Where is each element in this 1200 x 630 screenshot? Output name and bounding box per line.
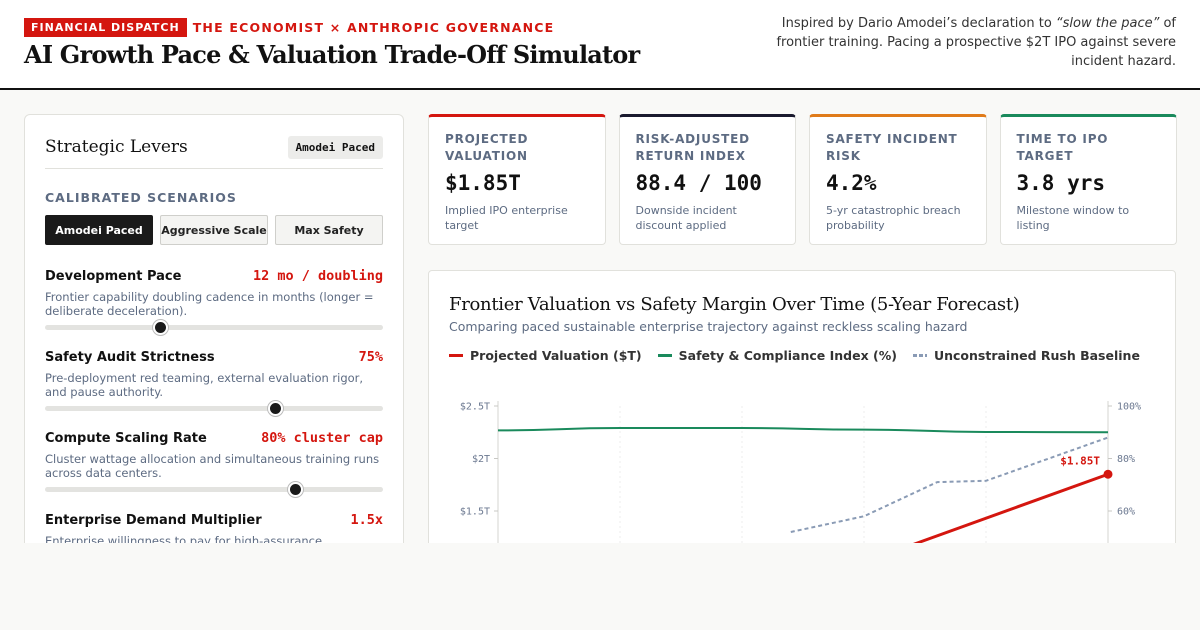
right-tick-label: 80% bbox=[1117, 454, 1135, 465]
valuation-endpoint bbox=[1103, 469, 1113, 479]
lever-value: 1.5x bbox=[350, 512, 383, 528]
forecast-line-chart: $2.5T $2T $1.5T 100% 80% 60% $1.85T bbox=[460, 401, 1141, 571]
card-note: Implied IPO enterprise target bbox=[445, 204, 568, 232]
card-note: Downside incident discount applied bbox=[635, 204, 737, 232]
scenario-button-aggressive-scale[interactable]: Aggressive Scale bbox=[160, 215, 268, 245]
metric-card-projected-valuation: PROJECTED VALUATION $1.85T Implied IPO e… bbox=[428, 114, 606, 245]
legend-item-rush-baseline: Unconstrained Rush Baseline bbox=[912, 348, 1140, 363]
chart-legend: Projected Valuation ($T) Safety & Compli… bbox=[449, 348, 1140, 363]
divider bbox=[45, 168, 383, 169]
legend-item-safety-index: Safety & Compliance Index (%) bbox=[657, 348, 897, 363]
card-label: SAFETY INCIDENT RISK bbox=[826, 132, 958, 163]
series-projected-valuation bbox=[912, 472, 1109, 547]
lever-description: Frontier capability doubling cadence in … bbox=[45, 290, 374, 318]
slider-thumb[interactable] bbox=[288, 482, 304, 497]
kicker-text: THE ECONOMIST × ANTHROPIC GOVERNANCE bbox=[192, 20, 555, 35]
slider-thumb[interactable] bbox=[267, 401, 283, 416]
scenario-button-max-safety[interactable]: Max Safety bbox=[275, 215, 383, 245]
card-label: RISK-ADJUSTED RETURN INDEX bbox=[635, 132, 750, 163]
card-label: PROJECTED VALUATION bbox=[445, 132, 529, 163]
section-label: CALIBRATED SCENARIOS bbox=[45, 190, 237, 205]
lever-name: Safety Audit Strictness bbox=[45, 350, 215, 365]
scenario-badge: Amodei Paced bbox=[287, 136, 383, 159]
card-note: 5-yr catastrophic breach probability bbox=[826, 204, 961, 232]
lever-development-pace: Development Pace 12 mo / doubling Fronti… bbox=[45, 268, 383, 335]
safety-audit-slider[interactable] bbox=[45, 401, 383, 416]
right-tick-label: 100% bbox=[1117, 402, 1141, 413]
card-value: 3.8 yrs bbox=[1016, 171, 1106, 195]
lever-safety-audit: Safety Audit Strictness 75% Pre-deployme… bbox=[45, 349, 383, 416]
compute-scaling-slider[interactable] bbox=[45, 482, 383, 497]
lever-description: Pre-deployment red teaming, external eva… bbox=[45, 371, 364, 399]
right-tick-label: 60% bbox=[1117, 507, 1135, 518]
card-value: $1.85T bbox=[445, 171, 521, 195]
legend-item-valuation: Projected Valuation ($T) bbox=[449, 348, 642, 363]
header-description: Inspired by Dario Amodei’s declaration t… bbox=[776, 16, 1176, 69]
page-title: AI Growth Pace & Valuation Trade-Off Sim… bbox=[24, 40, 640, 69]
legend-swatch bbox=[657, 354, 672, 357]
kicker-badge: FINANCIAL DISPATCH bbox=[24, 18, 187, 37]
strategic-levers-panel: Strategic Levers Amodei Paced CALIBRATED… bbox=[24, 114, 404, 564]
metric-cards: PROJECTED VALUATION $1.85T Implied IPO e… bbox=[428, 114, 1177, 245]
forecast-chart-card: Frontier Valuation vs Safety Margin Over… bbox=[428, 270, 1176, 571]
kicker: FINANCIAL DISPATCH THE ECONOMIST × ANTHR… bbox=[24, 18, 554, 37]
metric-card-safety-incident-risk: SAFETY INCIDENT RISK 4.2% 5-yr catastrop… bbox=[809, 114, 987, 245]
metric-card-risk-adjusted-return: RISK-ADJUSTED RETURN INDEX 88.4 / 100 Do… bbox=[618, 114, 796, 245]
card-value: 88.4 / 100 bbox=[635, 171, 762, 195]
lever-value: 80% cluster cap bbox=[261, 430, 383, 446]
lever-description: Cluster wattage allocation and simultane… bbox=[45, 452, 380, 480]
lever-value: 12 mo / doubling bbox=[252, 268, 383, 284]
panel-title: Strategic Levers bbox=[45, 137, 188, 157]
lever-name: Compute Scaling Rate bbox=[45, 431, 207, 446]
scenario-buttons: Amodei Paced Aggressive Scale Max Safety bbox=[45, 215, 383, 245]
lever-name: Enterprise Demand Multiplier bbox=[45, 513, 262, 528]
card-value: 4.2% bbox=[826, 171, 877, 195]
left-tick-label: $2T bbox=[472, 454, 490, 465]
left-tick-label: $2.5T bbox=[460, 402, 490, 413]
scenario-button-amodei-paced[interactable]: Amodei Paced bbox=[45, 215, 153, 245]
lever-compute-scaling: Compute Scaling Rate 80% cluster cap Clu… bbox=[45, 430, 383, 497]
page-header: FINANCIAL DISPATCH THE ECONOMIST × ANTHR… bbox=[0, 0, 1200, 90]
legend-swatch bbox=[912, 354, 927, 357]
development-pace-slider[interactable] bbox=[45, 320, 383, 335]
series-rush-baseline bbox=[790, 436, 1109, 533]
legend-swatch bbox=[449, 354, 463, 357]
metric-card-time-to-ipo: TIME TO IPO TARGET 3.8 yrs Milestone win… bbox=[999, 114, 1177, 245]
lever-name: Development Pace bbox=[45, 269, 182, 284]
card-note: Milestone window to listing bbox=[1016, 204, 1130, 232]
quote: “slow the pace” bbox=[1055, 16, 1160, 31]
lever-value: 75% bbox=[358, 349, 383, 365]
valuation-annotation: $1.85T bbox=[1060, 454, 1100, 467]
chart-subtitle: Comparing paced sustainable enterprise t… bbox=[449, 319, 968, 334]
card-label: TIME TO IPO TARGET bbox=[1016, 132, 1109, 163]
viewport-cutoff bbox=[0, 543, 1200, 630]
left-tick-label: $1.5T bbox=[460, 507, 490, 518]
chart-title: Frontier Valuation vs Safety Margin Over… bbox=[449, 294, 1020, 315]
slider-thumb[interactable] bbox=[152, 320, 168, 335]
series-safety-index bbox=[497, 427, 1109, 434]
